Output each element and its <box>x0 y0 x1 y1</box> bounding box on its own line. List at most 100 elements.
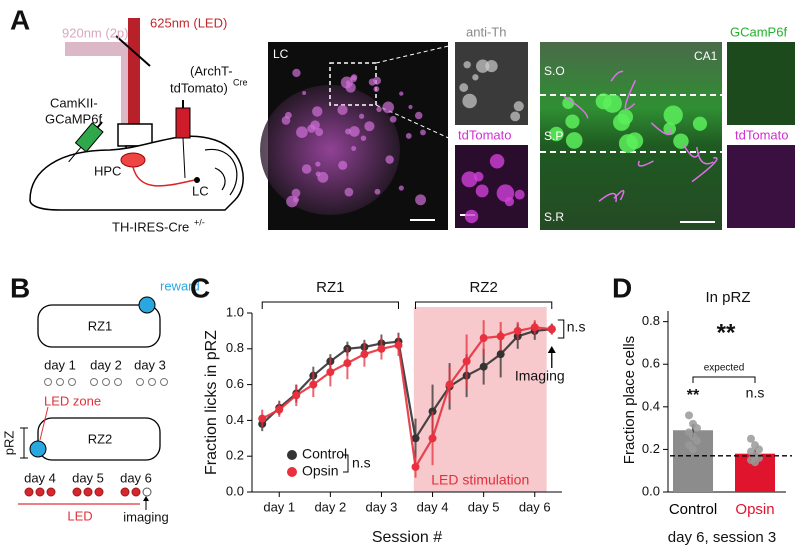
day-label: day 2 <box>90 357 122 372</box>
cell-blob <box>489 153 505 169</box>
syringe-needle <box>68 146 82 163</box>
cell-blob <box>663 122 677 136</box>
session-dot <box>72 487 82 497</box>
axon <box>682 143 701 158</box>
reward-zone <box>29 440 47 458</box>
cell-blob <box>315 128 324 137</box>
cell-blob <box>360 135 367 141</box>
cell-blob <box>415 194 427 206</box>
x-tick-label: Opsin <box>735 501 774 518</box>
cell-blob <box>463 61 471 69</box>
virus-label: (ArchT- <box>190 63 233 78</box>
session-dot <box>46 487 56 497</box>
y-tick-label: 0.2 <box>226 448 244 463</box>
cell-blob <box>302 91 307 96</box>
cell-blob <box>291 188 301 198</box>
cell-blob <box>663 105 683 125</box>
session-dots <box>24 378 168 497</box>
image-label: CA1 <box>694 49 718 63</box>
inset-line <box>375 44 454 64</box>
imaging-label: imaging <box>123 509 169 524</box>
syringe-plunger <box>96 121 103 129</box>
x-axis-label: Session # <box>372 529 442 546</box>
session-dot <box>56 378 64 386</box>
y-tick-label: 0.8 <box>226 340 244 355</box>
cell-blob <box>464 209 479 224</box>
reference-label: expected <box>704 363 745 374</box>
cell-blob <box>345 128 352 135</box>
reward-zone <box>138 296 156 314</box>
series-line <box>261 328 552 442</box>
day-label: day 1 <box>44 357 76 372</box>
cell-blob <box>405 132 412 139</box>
legend-marker <box>287 467 297 477</box>
image-label: S.P <box>544 129 563 143</box>
session-dot <box>83 487 93 497</box>
image-tdtomato-ca1 <box>727 145 795 228</box>
data-point <box>496 332 505 341</box>
shaded-region <box>413 307 547 492</box>
image-label: S.O <box>544 64 565 78</box>
data-point <box>747 434 755 443</box>
cell-blob <box>565 132 583 149</box>
session-dot <box>94 487 104 497</box>
x-tick-label: day 6 <box>519 499 551 514</box>
cell-blob <box>349 75 357 83</box>
session-dot <box>90 378 98 386</box>
panel-letter: A <box>10 4 30 35</box>
data-point <box>394 341 403 350</box>
x-tick-label: day 3 <box>366 499 398 514</box>
data-point <box>751 458 759 467</box>
cell-blob <box>485 59 498 73</box>
cell-blob <box>459 83 469 92</box>
region-label: LC <box>192 183 209 198</box>
image-label: S.R <box>544 210 564 224</box>
data-point <box>360 350 369 359</box>
cell-blob <box>338 160 348 170</box>
x-tick-label: day 1 <box>263 499 295 514</box>
cell-blob <box>292 68 301 78</box>
x-tick-label: day 4 <box>417 499 449 514</box>
cell-blob <box>472 74 479 81</box>
reference-bracket <box>692 376 756 383</box>
cell-blob <box>382 101 395 114</box>
bracket-label: RZ2 <box>469 279 497 296</box>
image-th <box>455 42 528 125</box>
session-dot <box>160 378 168 386</box>
cell-blob <box>399 91 404 96</box>
cell-blob <box>296 126 308 139</box>
y-tick-label: 0.0 <box>642 483 660 498</box>
data-point <box>755 445 763 454</box>
projection <box>132 166 196 187</box>
virus-superscript: Cre <box>233 77 248 87</box>
session-dot <box>142 487 152 497</box>
objective <box>117 123 153 147</box>
y-tick-label: 0.2 <box>642 441 660 456</box>
cell-blob <box>504 196 515 207</box>
cell-blob <box>337 104 348 115</box>
brain-outline <box>29 135 244 211</box>
data-point <box>479 362 488 371</box>
track <box>37 417 161 461</box>
data-point <box>530 323 539 332</box>
cell-blob <box>565 114 580 129</box>
cell-blob <box>562 97 575 110</box>
cell-blob <box>344 187 354 197</box>
annotation: n.s <box>567 319 586 335</box>
shade-label: LED stimulation <box>431 472 529 488</box>
y-tick-label: 0.0 <box>226 483 244 498</box>
axon <box>624 79 637 110</box>
legend-label: Control <box>302 446 347 462</box>
day-label: day 5 <box>72 470 104 485</box>
arrow-head <box>143 496 149 501</box>
data-point <box>547 325 556 334</box>
dichroic <box>115 35 151 67</box>
cell-blob <box>301 164 312 174</box>
image-gcamp <box>727 42 795 125</box>
axon <box>691 157 718 183</box>
led-label: LED <box>67 508 92 523</box>
axon <box>696 146 714 165</box>
y-tick-label: 0.4 <box>226 412 244 427</box>
cerebellum <box>204 148 238 196</box>
